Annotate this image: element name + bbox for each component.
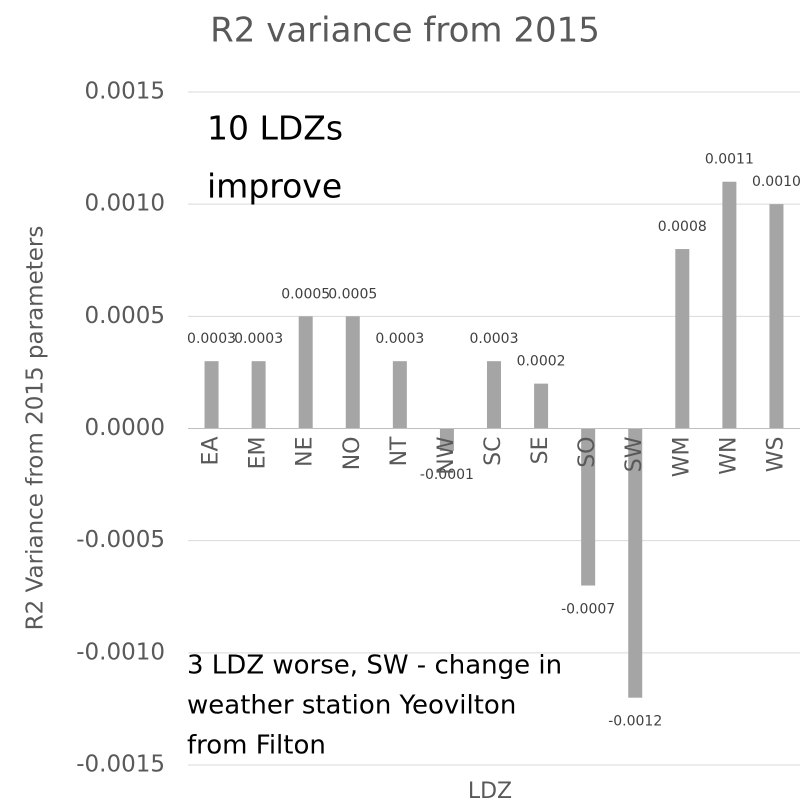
bar <box>628 428 643 698</box>
x-tick-label: SW <box>622 436 647 472</box>
data-label: 0.0003 <box>234 331 283 347</box>
x-tick-label: SO <box>575 437 600 468</box>
chart-title: R2 variance from 2015 <box>210 11 600 51</box>
x-tick-label: WS <box>763 437 788 473</box>
bar <box>722 181 737 429</box>
bar <box>581 428 596 586</box>
bar <box>675 249 690 429</box>
y-tick-label: -0.0005 <box>76 527 165 553</box>
data-label: -0.0007 <box>561 602 615 618</box>
data-label: 0.0010 <box>752 174 801 190</box>
bar <box>439 428 454 451</box>
data-label: 0.0003 <box>187 331 236 347</box>
annotation: 3 LDZ worse, SW - change in <box>187 651 562 681</box>
bar <box>251 361 266 429</box>
data-label: 0.0008 <box>658 219 707 235</box>
y-tick-label: 0.0005 <box>85 303 165 329</box>
data-label: 0.0011 <box>705 152 754 168</box>
data-label: -0.0012 <box>608 714 662 730</box>
bar <box>345 316 360 429</box>
annotation: from Filton <box>187 731 326 761</box>
x-tick-label: NW <box>434 436 459 474</box>
x-tick-label: WN <box>716 437 741 475</box>
y-tick-label: -0.0015 <box>76 752 165 778</box>
annotation: 10 LDZs <box>207 109 343 148</box>
annotation: improve <box>207 167 342 206</box>
bar <box>534 383 549 429</box>
data-label: 0.0005 <box>281 286 330 302</box>
y-tick-label: 0.0000 <box>85 415 165 441</box>
x-tick-label: SC <box>481 437 506 466</box>
y-tick-label: 0.0010 <box>85 191 165 217</box>
annotation: weather station Yeovilton <box>187 691 516 721</box>
bar <box>392 361 407 429</box>
data-label: -0.0001 <box>420 467 474 483</box>
x-tick-label: EM <box>246 437 271 470</box>
x-tick-label: WM <box>669 437 694 478</box>
data-label: 0.0003 <box>470 331 519 347</box>
x-tick-label: NT <box>387 436 412 466</box>
y-axis-label: R2 Variance from 2015 parameters <box>23 226 49 631</box>
y-tick-label: -0.0010 <box>76 639 165 665</box>
x-tick-label: NO <box>340 437 365 471</box>
bar <box>204 361 219 429</box>
bar <box>298 316 313 429</box>
data-label: 0.0003 <box>375 331 424 347</box>
x-tick-label: SE <box>528 437 553 465</box>
y-tick-label: 0.0015 <box>85 79 165 105</box>
x-tick-label: EA <box>199 437 224 466</box>
x-axis-label: LDZ <box>468 779 512 804</box>
bar <box>487 361 501 429</box>
data-label: 0.0002 <box>517 354 566 370</box>
data-label: 0.0005 <box>328 286 377 302</box>
x-tick-label: NE <box>293 437 318 467</box>
bar <box>769 204 784 429</box>
